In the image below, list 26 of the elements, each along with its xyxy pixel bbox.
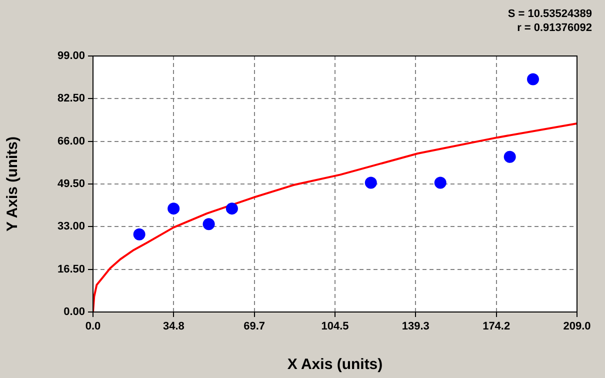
y-tick-label: 49.50 <box>57 178 85 190</box>
text: r = 0.91376092 <box>517 22 592 34</box>
x-tick-label: 0.0 <box>85 320 101 333</box>
point <box>226 202 238 215</box>
x-tick-label: 104.5 <box>321 320 349 333</box>
x-tick-label: 69.7 <box>244 320 266 333</box>
point <box>202 218 215 230</box>
point <box>527 73 539 86</box>
y-tick-label: 33.00 <box>57 220 85 233</box>
x-tick-label: 139.3 <box>402 320 430 333</box>
y-tick-label: 82.50 <box>57 92 85 105</box>
y-tick-label: 66.00 <box>57 135 85 148</box>
text: S = 10.53524389 <box>508 8 592 20</box>
point <box>364 176 377 189</box>
x-tick-label: 174.2 <box>482 320 510 333</box>
point <box>504 150 516 163</box>
x-tick-label: 209.0 <box>563 320 591 333</box>
y-tick-label: 16.50 <box>57 263 85 276</box>
point <box>168 202 180 215</box>
y-tick-label: 0.00 <box>64 306 85 318</box>
point <box>434 176 446 189</box>
y-tick-label: 99.00 <box>57 50 85 62</box>
y-axis-title: Y Axis (units) <box>4 136 22 232</box>
point <box>133 228 146 240</box>
x-axis-title: X Axis (units) <box>287 356 383 374</box>
x-tick-label: 34.8 <box>162 320 184 333</box>
